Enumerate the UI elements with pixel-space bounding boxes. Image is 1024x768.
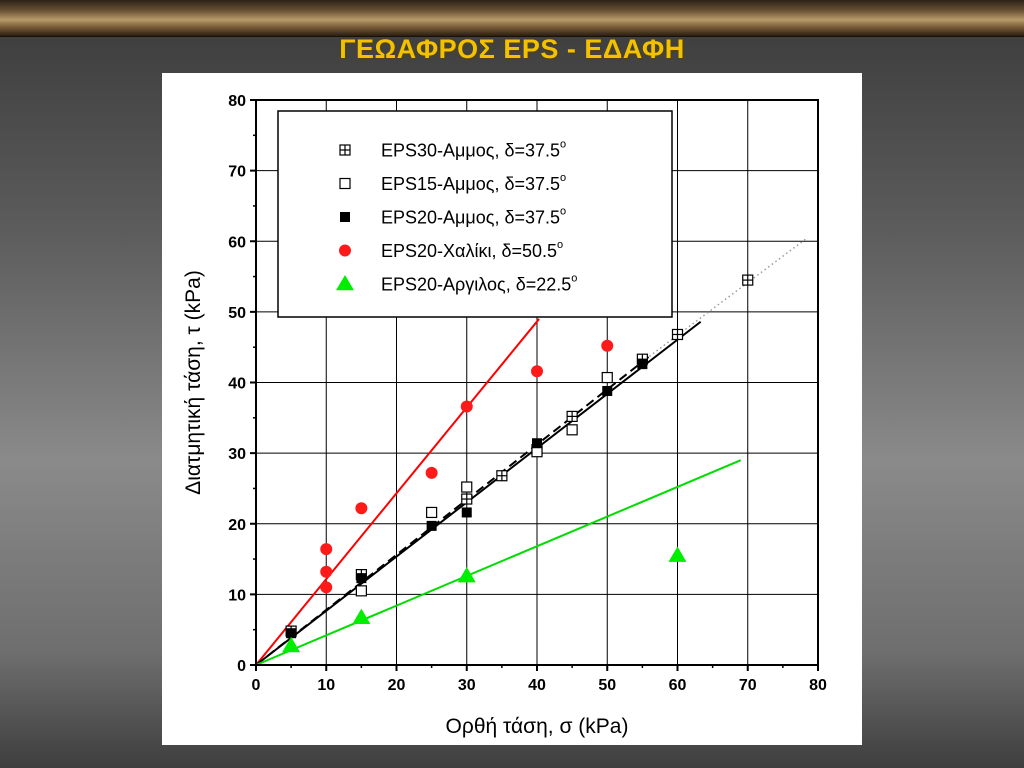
slide-title: ΓΕΩΑΦΡΟΣ EPS - ΕΔΑΦΗ — [339, 34, 685, 64]
legend-degree-sup: o — [560, 206, 566, 218]
x-tick-label: 40 — [528, 677, 546, 694]
x-tick-label: 80 — [809, 677, 827, 694]
data-point — [425, 466, 438, 479]
y-tick-label: 80 — [228, 93, 246, 110]
data-point — [601, 371, 613, 384]
data-point — [426, 520, 437, 531]
legend-label: EPS20-Χαλίκι, δ=50.5o — [381, 239, 563, 261]
data-point — [602, 385, 613, 396]
x-tick-label: 20 — [388, 677, 406, 694]
fit-line — [255, 459, 742, 666]
y-tick-label: 20 — [228, 517, 246, 534]
x-axis-title: Ορθή τάση, σ (kPa) — [446, 715, 629, 738]
data-point — [286, 628, 297, 639]
fit-line — [255, 355, 651, 666]
data-point — [426, 506, 438, 519]
y-tick-label: 40 — [228, 376, 246, 393]
data-points — [282, 274, 754, 653]
fit-line — [255, 318, 540, 666]
fit-line — [255, 320, 702, 666]
y-tick-label: 50 — [228, 305, 246, 322]
y-tick-label: 70 — [228, 164, 246, 181]
data-point — [601, 339, 614, 352]
data-point — [532, 438, 542, 449]
legend-label: EPS20-Αμμος, δ=37.5o — [381, 206, 566, 228]
x-tick-label: 10 — [317, 677, 335, 694]
legend: EPS30-Αμμος, δ=37.5o EPS15-Αμμος, δ=37.5o… — [277, 110, 673, 318]
x-tick-label: 30 — [458, 677, 476, 694]
data-point — [356, 573, 367, 584]
legend-label: EPS20-Αργιλος, δ=22.5o — [381, 273, 577, 295]
x-tick-label: 70 — [739, 677, 757, 694]
y-tick-label: 0 — [237, 658, 246, 675]
data-point — [461, 507, 472, 518]
data-point — [340, 212, 350, 222]
data-point — [336, 275, 354, 291]
data-point — [566, 410, 578, 422]
data-point — [339, 177, 351, 190]
data-point — [355, 502, 368, 515]
legend-degree-sup: o — [560, 139, 566, 151]
legend-label: EPS15-Αμμος, δ=37.5o — [381, 172, 566, 194]
data-point — [320, 543, 333, 556]
legend-degree-sup: o — [571, 273, 577, 285]
legend-degree-sup: o — [557, 239, 563, 251]
y-axis-title: Διατμητική τάση, τ (kPa) — [182, 270, 205, 495]
data-point — [355, 585, 367, 597]
data-point — [566, 424, 578, 436]
data-point — [352, 608, 371, 624]
data-point — [320, 581, 333, 594]
data-point — [339, 244, 351, 257]
axis-ticks: 0 10 20 30 40 50 60 70 80 0 10 20 30 40 50 60 70 80 — [228, 93, 827, 694]
x-tick-label: 50 — [598, 677, 616, 694]
x-tick-label: 60 — [669, 677, 687, 694]
data-point — [637, 359, 648, 370]
legend-label: EPS30-Αμμος, δ=37.5o — [381, 139, 566, 161]
data-point — [461, 493, 473, 505]
chart-panel: 0 10 20 30 40 50 60 70 80 0 10 20 30 40 50 60 70 80 Ορθή … — [162, 73, 862, 745]
data-point — [668, 546, 687, 562]
data-point — [460, 400, 473, 413]
y-tick-label: 60 — [228, 234, 246, 251]
title-banner — [0, 0, 1024, 37]
y-tick-label: 10 — [228, 587, 246, 604]
data-point — [671, 328, 684, 341]
data-point — [339, 144, 351, 156]
data-point — [531, 365, 543, 378]
y-tick-label: 30 — [228, 446, 246, 463]
x-tick-label: 0 — [252, 677, 261, 694]
data-point — [496, 470, 508, 482]
data-point — [461, 481, 473, 493]
data-point — [457, 567, 476, 583]
legend-degree-sup: o — [560, 172, 566, 184]
data-point — [742, 274, 754, 286]
data-point — [282, 636, 301, 653]
shear-stress-chart: 0 10 20 30 40 50 60 70 80 0 10 20 30 40 50 60 70 80 Ορθή … — [182, 93, 827, 738]
data-point — [320, 565, 333, 578]
